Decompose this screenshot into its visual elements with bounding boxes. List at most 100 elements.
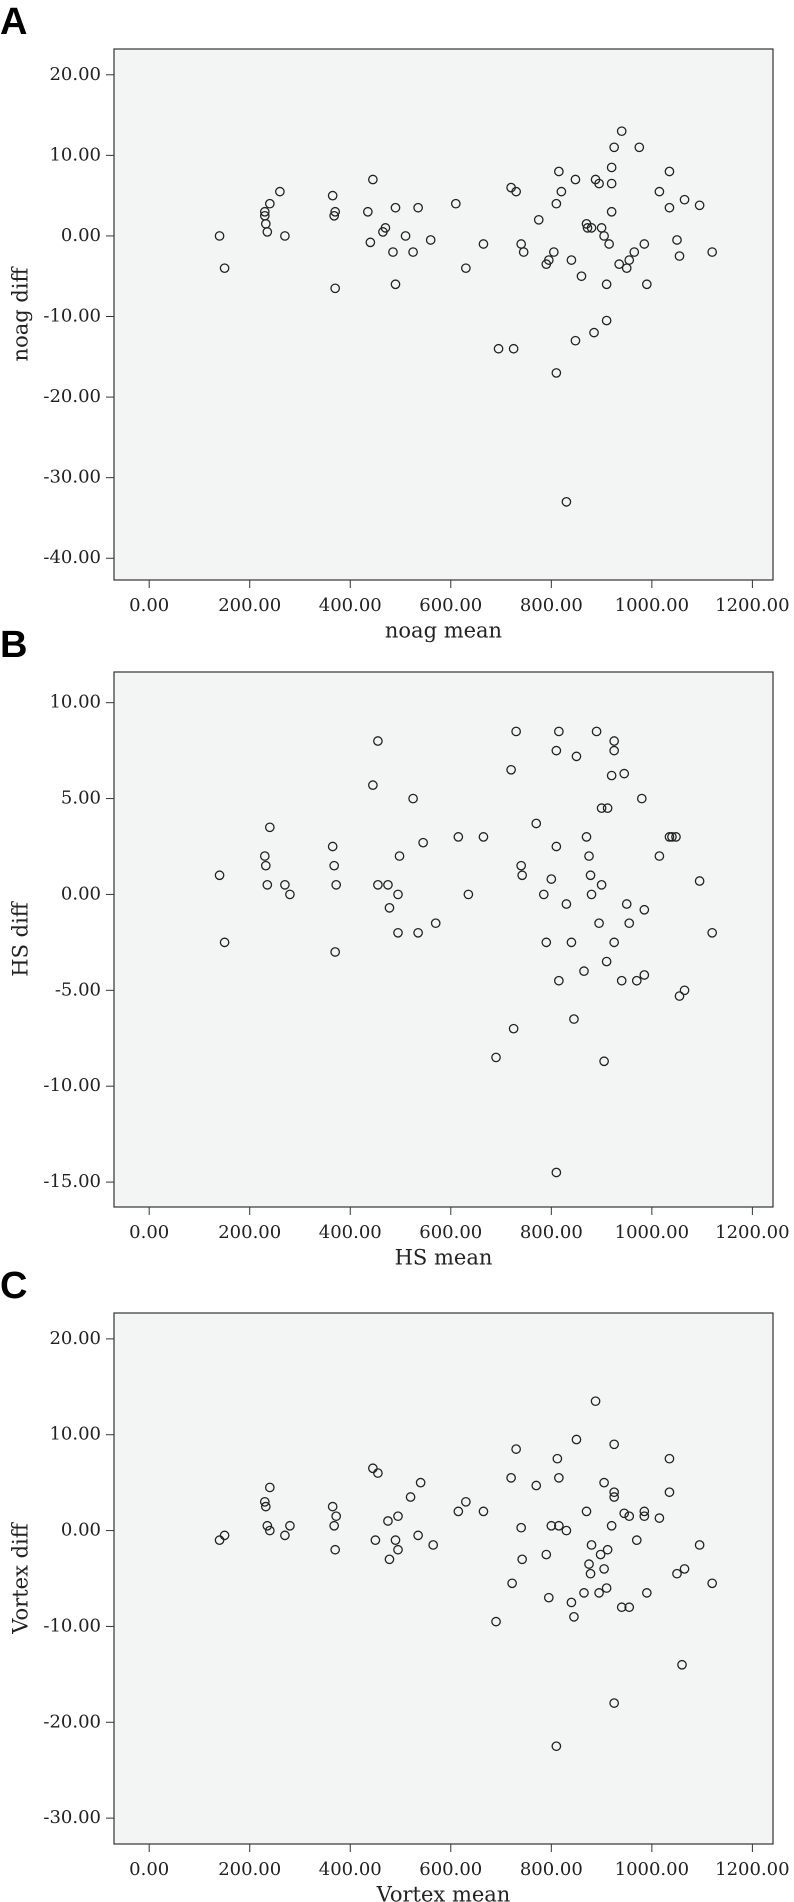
point xyxy=(384,1554,395,1565)
point xyxy=(606,178,617,189)
point xyxy=(619,1508,630,1519)
point xyxy=(636,793,647,804)
panel-label: A xyxy=(0,1,27,43)
point xyxy=(453,832,464,842)
point xyxy=(614,259,625,269)
point xyxy=(624,255,635,265)
point xyxy=(368,1463,378,1474)
point xyxy=(586,223,597,233)
point xyxy=(609,1698,620,1708)
point xyxy=(616,126,627,137)
point xyxy=(219,263,230,274)
point xyxy=(546,874,557,884)
point xyxy=(601,1583,612,1593)
x-tick-label: 800.00 xyxy=(520,595,583,616)
x-tick-label: 200.00 xyxy=(218,595,281,616)
panel-label: B xyxy=(0,624,27,666)
y-tick-label: -40.00 xyxy=(43,547,101,568)
point xyxy=(388,247,398,257)
point xyxy=(569,1611,579,1622)
point xyxy=(561,1525,572,1536)
point xyxy=(264,1482,275,1493)
point xyxy=(571,1434,582,1445)
y-tick-label: -20.00 xyxy=(43,1711,101,1732)
point xyxy=(609,1487,620,1498)
point xyxy=(609,937,620,948)
point xyxy=(582,223,593,233)
point xyxy=(275,186,285,197)
x-tick-label: 1000.00 xyxy=(615,595,689,616)
point xyxy=(551,841,562,852)
point xyxy=(373,736,383,746)
point xyxy=(639,904,650,915)
point xyxy=(541,937,552,948)
point xyxy=(616,1602,627,1613)
point xyxy=(554,1473,564,1483)
point xyxy=(601,279,612,290)
point xyxy=(511,186,521,197)
y-tick-label: 0.00 xyxy=(61,883,101,904)
point xyxy=(554,975,564,986)
point xyxy=(214,231,225,241)
point xyxy=(368,780,378,790)
point xyxy=(508,343,519,354)
point xyxy=(390,1535,401,1546)
y-tick-label: -10.00 xyxy=(43,1075,101,1096)
point xyxy=(264,1525,275,1536)
point xyxy=(393,927,403,938)
point xyxy=(219,937,230,948)
point xyxy=(533,214,544,225)
point xyxy=(581,832,592,842)
point xyxy=(556,186,567,197)
point xyxy=(259,1496,270,1507)
point xyxy=(380,223,391,233)
point xyxy=(329,860,340,871)
y-tick-label: -10.00 xyxy=(43,1615,101,1636)
point xyxy=(428,1540,439,1550)
x-tick-label: 400.00 xyxy=(319,1222,382,1243)
point xyxy=(511,1444,521,1454)
point xyxy=(619,768,630,779)
point xyxy=(373,1468,383,1478)
point xyxy=(609,1439,620,1450)
point xyxy=(327,190,338,201)
point xyxy=(329,210,340,221)
point xyxy=(461,1496,471,1507)
point xyxy=(384,903,395,913)
point xyxy=(370,1535,381,1546)
point xyxy=(219,1530,230,1541)
x-tick-label: 0.00 xyxy=(129,1222,169,1243)
point xyxy=(408,793,418,804)
point xyxy=(585,870,596,881)
point xyxy=(362,206,373,217)
point xyxy=(373,879,383,890)
point xyxy=(679,1564,690,1574)
point xyxy=(654,186,665,197)
plot-area xyxy=(113,671,774,1208)
point xyxy=(413,202,423,213)
y-tick-label: 5.00 xyxy=(61,788,101,809)
point xyxy=(641,1588,652,1598)
point xyxy=(531,1480,542,1491)
point xyxy=(639,239,650,249)
point xyxy=(579,966,589,976)
point xyxy=(554,166,564,177)
point xyxy=(493,343,504,354)
x-tick-label: 0.00 xyxy=(129,1859,169,1880)
y-tick-label: 0.00 xyxy=(61,1520,101,1541)
point xyxy=(606,162,617,173)
point xyxy=(418,837,428,848)
x-tick-label: 1000.00 xyxy=(615,1222,689,1243)
point xyxy=(671,832,681,842)
point xyxy=(260,1501,271,1512)
point xyxy=(639,1506,650,1517)
x-axis-label: Vortex mean xyxy=(376,1883,511,1902)
point xyxy=(394,851,405,861)
point xyxy=(508,1023,519,1034)
point xyxy=(606,1520,617,1531)
point xyxy=(478,239,489,249)
y-tick-label: -15.00 xyxy=(43,1171,101,1192)
point xyxy=(554,726,564,737)
y-tick-label: 10.00 xyxy=(49,1424,101,1445)
point xyxy=(674,251,685,261)
